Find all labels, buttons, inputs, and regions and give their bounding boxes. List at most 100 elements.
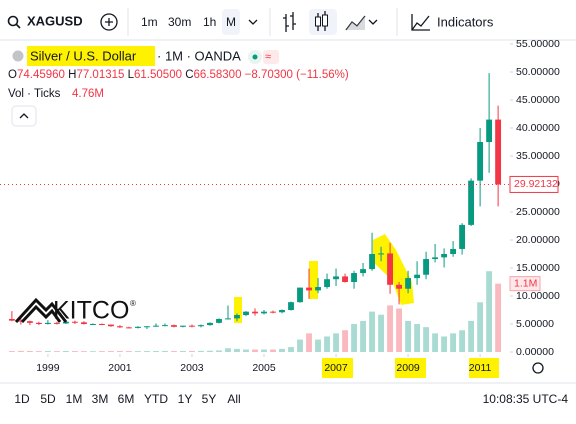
volume-bar [89,351,96,352]
indicators-icon[interactable] [411,14,430,31]
volume-bar [162,350,168,352]
volume-bar [477,302,484,352]
range-bar: 1D 5D 1M 3M 6M YTD 1Y 5Y All [14,392,240,406]
volume-bar [279,348,285,352]
candle-body [216,318,222,323]
range-button[interactable]: 1D [14,392,30,406]
symbol[interactable]: XAGUSD [27,13,83,28]
candle-body [432,257,439,260]
market-status [252,54,258,60]
settings-icon[interactable] [532,362,544,374]
volume-bar [486,271,493,352]
interval[interactable]: M [226,15,236,29]
ohlc-value: 66.58300 [194,69,242,81]
volume-bar [423,327,430,352]
clock: 10:08:35 UTC-4 [483,392,569,406]
candle-body [261,311,267,314]
y-tick-label: 10.00000 [516,290,560,302]
volume-bar [26,351,33,352]
volume-bar [80,351,87,352]
volume-bar [252,349,258,352]
highlight [322,358,353,378]
volume-bar [378,314,384,352]
candle-body [306,287,312,291]
volume-bar [333,333,339,352]
candle-body [207,322,213,326]
candle-body [342,276,348,282]
candle-body [270,311,276,313]
ohlc-value: 61.50500 [134,69,182,81]
candle-body [252,311,258,314]
range-button[interactable]: 1M [66,392,83,406]
candle-body [387,253,393,285]
interval[interactable]: 1m [141,15,158,29]
candle-body [225,318,231,320]
candle-body [144,326,150,328]
volume-bar [108,351,114,352]
volume-bar [288,347,294,352]
volume-bar [53,351,60,352]
add-symbol[interactable] [100,13,118,31]
candle-body [8,318,15,321]
ohlc-value: 74.45960 [17,69,65,81]
logo-text: KITCO [53,297,129,325]
candle-body [53,322,60,324]
range-button[interactable]: 6M [118,392,135,406]
candle-body [369,254,375,270]
volume-bar [207,350,213,352]
volume-bar [126,351,132,352]
delay-badge[interactable] [263,50,279,64]
range-button[interactable]: 1Y [178,392,193,406]
x-tick-label: 2011 [469,362,492,374]
indicators-button[interactable]: Indicators [437,14,494,29]
volume-bar [495,283,502,352]
range-button[interactable]: 5D [40,392,56,406]
candle-body [477,142,484,181]
style-menu[interactable] [368,19,378,25]
volume-bar [216,350,222,352]
candle-body [423,259,430,275]
candle-body [89,324,96,325]
interval[interactable]: 1h [203,15,216,29]
volume-bar [171,351,177,352]
range-button[interactable]: All [227,392,240,406]
range-button[interactable]: 3M [92,392,109,406]
range-button[interactable]: YTD [144,392,168,406]
volume-bar [432,333,439,352]
candle-body [80,322,87,324]
candle-body [468,180,475,225]
candles-icon [315,16,321,27]
search-icon [15,23,21,29]
volume-bar [261,349,267,352]
interval-menu[interactable] [248,19,258,25]
volume-bar [315,339,321,352]
bars-icon[interactable] [283,12,296,32]
interval[interactable]: 30m [168,15,191,29]
search-icon[interactable] [7,15,19,27]
collapse-button[interactable] [11,105,37,127]
volume-bar [225,348,231,352]
candle-body [71,321,78,323]
candle-body [117,326,123,328]
price-marker-box [509,175,559,193]
volume-bar [351,324,357,352]
volume-bar [44,351,51,352]
x-tick-label: 2009 [396,362,420,374]
volume-bar [387,305,393,352]
logo-registered: ® [130,299,136,308]
y-tick-label: 45.00000 [516,94,560,106]
volume-bar [99,351,105,352]
legend-source: · 1M · OANDA [157,48,241,63]
highlight [309,261,318,299]
candle-body [180,325,186,327]
volume-bar [189,350,195,352]
volume-bar [324,336,330,352]
volume-bar [405,320,411,352]
volume-bar [396,308,402,352]
candle-body [279,310,285,313]
range-button[interactable]: 5Y [202,392,217,406]
y-tick-label: 55.00000 [516,38,560,50]
volume-bar [441,336,448,352]
